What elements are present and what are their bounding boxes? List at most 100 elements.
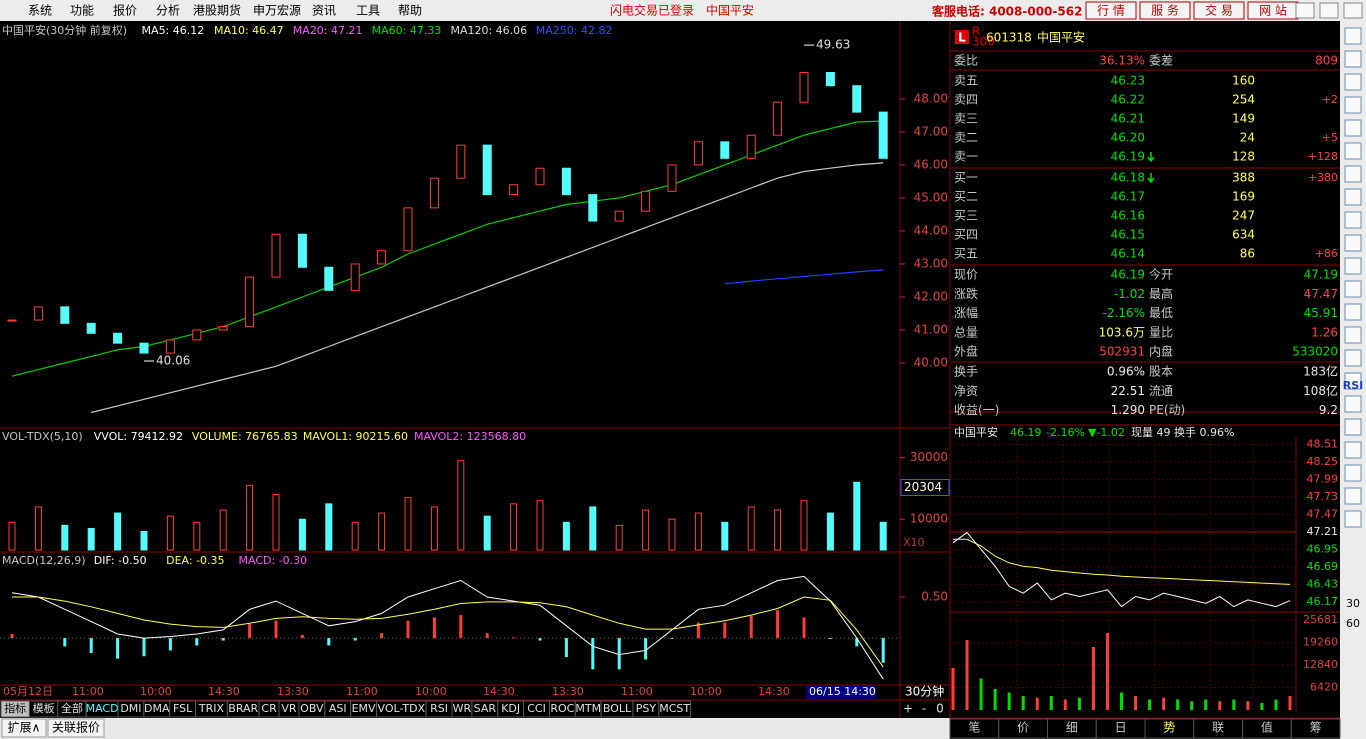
tool-icon[interactable] <box>1344 234 1362 252</box>
menu-item[interactable]: 港股期货 <box>193 3 241 18</box>
extra-tab[interactable] <box>1 718 47 738</box>
tool-label[interactable]: 30 <box>1346 597 1360 610</box>
indicator-tab-label[interactable]: MACD <box>86 702 119 715</box>
tool-icon[interactable] <box>1344 280 1362 298</box>
tool-icon[interactable] <box>1344 349 1362 367</box>
stat-value: 1.26 <box>1311 325 1338 339</box>
indicator-tab-label[interactable]: SAR <box>474 702 497 715</box>
tool-icon[interactable] <box>1344 96 1362 114</box>
indicator-tab-label[interactable]: EMV <box>352 702 376 715</box>
tool-icon[interactable] <box>1344 50 1362 68</box>
intraday-tab-label[interactable]: 细 <box>1066 721 1078 735</box>
intraday-tab-label[interactable]: 日 <box>1115 721 1127 735</box>
menu-item[interactable]: 报价 <box>113 3 137 18</box>
tool-icon[interactable] <box>1344 303 1362 321</box>
indicator-tab-label[interactable]: BRAR <box>228 702 258 715</box>
tool-icon[interactable] <box>1344 211 1362 229</box>
nav-button-label[interactable]: 行 情 <box>1097 4 1125 18</box>
menu-item[interactable]: 工具 <box>356 4 380 18</box>
zoom-button[interactable]: 0 <box>936 702 944 716</box>
tool-label[interactable]: 60 <box>1346 617 1360 630</box>
menu-item[interactable]: 帮助 <box>398 4 422 18</box>
indicator-tab-label[interactable]: VOL-TDX <box>378 702 426 715</box>
indicator-tab-label[interactable]: WR <box>453 702 472 715</box>
indicator-tab-label[interactable]: BOLL <box>603 702 632 715</box>
tool-icon[interactable] <box>1344 395 1362 413</box>
tool-icon[interactable] <box>1344 464 1362 482</box>
indicator-tab-label[interactable]: 模板 <box>33 701 55 715</box>
indicator-tab-label[interactable]: ROC <box>550 702 574 715</box>
candle <box>667 164 677 192</box>
current-volume-box <box>900 479 950 497</box>
indicator-tab-label[interactable]: ASI <box>329 702 347 715</box>
indicator-tab-label[interactable]: VR <box>281 702 297 715</box>
intraday-tab-label[interactable]: 价 <box>1017 721 1029 735</box>
volume-bar <box>298 518 306 551</box>
x-tick-label: 10:00 <box>415 685 447 698</box>
y-tick-label: 46.17 <box>1307 595 1339 608</box>
indicator-tab-label[interactable]: CCI <box>527 702 546 715</box>
intraday-tab-label[interactable]: 势 <box>1163 721 1175 735</box>
indicator-tab-label[interactable]: DMA <box>144 702 170 715</box>
tool-icon[interactable] <box>1344 188 1362 206</box>
intraday-tab-label[interactable]: 筹 <box>1310 721 1322 735</box>
indicator-tab-label[interactable]: FSL <box>173 702 193 715</box>
menu-item[interactable]: 功能 <box>70 4 94 18</box>
tool-icon[interactable] <box>1344 326 1362 344</box>
y-tick-label: 48.25 <box>1307 455 1339 468</box>
y-tick-label: 40.00 <box>914 355 948 369</box>
tool-icon[interactable] <box>1344 142 1362 160</box>
nav-button-label[interactable]: 服 务 <box>1151 3 1179 18</box>
tool-label[interactable]: RSI <box>1343 379 1364 392</box>
volume-bar <box>430 506 438 551</box>
menu-item[interactable]: 资讯 <box>312 4 336 18</box>
intraday-tab[interactable] <box>1290 718 1341 739</box>
indicator-tab-label[interactable]: 全部 <box>61 701 83 715</box>
book-change: +5 <box>1322 131 1338 144</box>
indicator-tab-label[interactable]: MCST <box>659 702 690 715</box>
nav-button[interactable] <box>1085 1 1137 20</box>
tool-icon[interactable] <box>1344 119 1362 137</box>
indicator-tab-label[interactable]: TRIX <box>198 702 225 715</box>
stat-value: 502931 <box>1099 345 1145 359</box>
candle <box>33 306 43 321</box>
indicator-tab-label[interactable]: DMI <box>120 702 141 715</box>
tool-icon[interactable] <box>1344 487 1362 505</box>
intraday-tab-label[interactable]: 值 <box>1261 720 1273 735</box>
zoom-button[interactable]: - <box>922 702 926 716</box>
tool-icon[interactable] <box>1344 27 1362 45</box>
window-control[interactable] <box>1343 2 1363 19</box>
zoom-button[interactable]: + <box>903 702 913 716</box>
nav-button[interactable] <box>1193 1 1245 20</box>
indicator-tab-label[interactable]: CR <box>261 702 277 715</box>
nav-button[interactable] <box>1139 1 1191 20</box>
volume-bar <box>853 481 861 551</box>
menu-item[interactable]: 系统 <box>28 4 52 18</box>
tool-icon[interactable] <box>1344 441 1362 459</box>
y-tick-label: 41.00 <box>914 322 948 336</box>
indicator-tab[interactable] <box>658 700 692 718</box>
menu-item[interactable]: 分析 <box>156 4 180 18</box>
intraday-tab-label[interactable]: 联 <box>1212 721 1224 735</box>
tool-icon[interactable] <box>1344 73 1362 91</box>
nav-button-label[interactable]: 交 易 <box>1205 3 1233 18</box>
window-control[interactable] <box>1319 2 1339 19</box>
tool-icon[interactable] <box>1344 165 1362 183</box>
indicator-tab-label[interactable]: OBV <box>300 702 324 715</box>
extra-tab-label[interactable]: 扩展∧ <box>8 721 41 735</box>
window-control[interactable] <box>1295 2 1315 19</box>
tool-icon[interactable] <box>1344 510 1362 528</box>
intraday-tab-label[interactable]: 笔 <box>968 720 980 735</box>
menu-item[interactable]: 申万宏源 <box>253 3 301 18</box>
extra-tab[interactable] <box>47 718 105 738</box>
tool-icon[interactable] <box>1344 418 1362 436</box>
indicator-tab-label[interactable]: MTM <box>575 702 601 715</box>
nav-button-label[interactable]: 网 站 <box>1259 4 1287 18</box>
indicator-tab-label[interactable]: RSI <box>430 702 448 715</box>
indicator-tab-label[interactable]: KDJ <box>501 702 520 715</box>
indicator-tab-label[interactable]: PSY <box>636 702 657 715</box>
tool-icon[interactable] <box>1344 372 1362 390</box>
indicator-tab-label[interactable]: 指标 <box>4 701 26 715</box>
extra-tab-label[interactable]: 关联报价 <box>52 720 100 735</box>
tool-icon[interactable] <box>1344 257 1362 275</box>
